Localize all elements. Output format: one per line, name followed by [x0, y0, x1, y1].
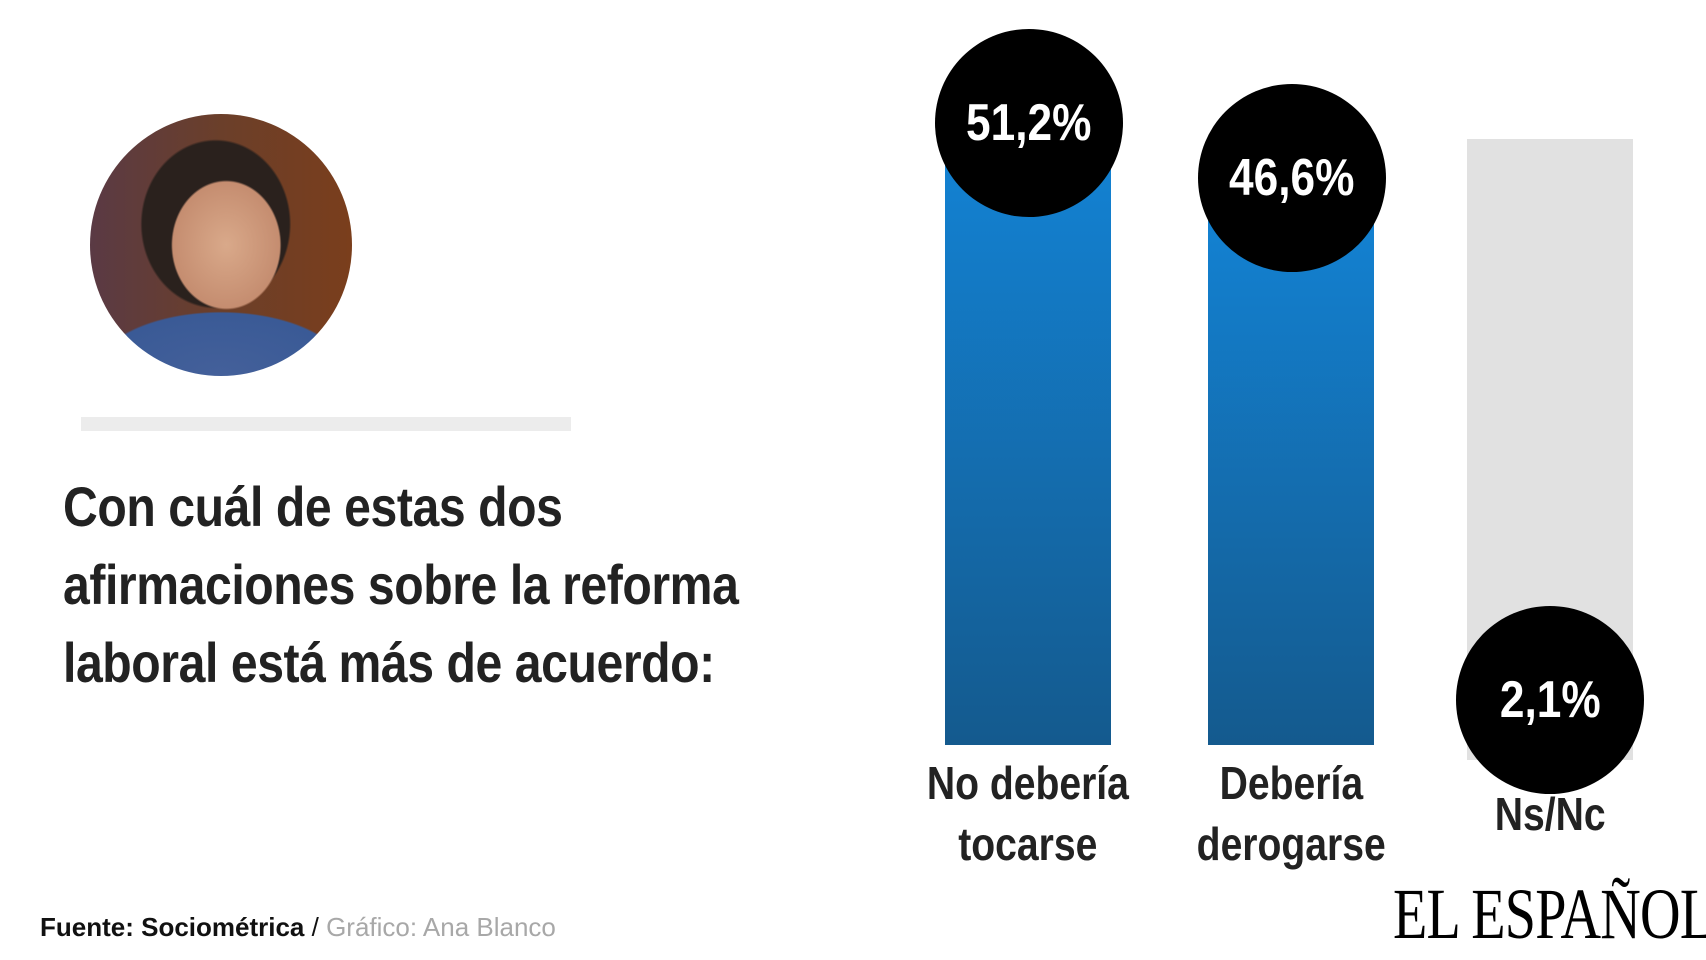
label-line: No debería — [926, 757, 1130, 809]
value-label-ns-nc: 2,1% — [1456, 606, 1644, 794]
bar-deberia-derogarse — [1208, 208, 1374, 745]
chart-question: Con cuál de estas dos afirmaciones sobre… — [63, 475, 739, 694]
label-line: Ns/Nc — [1494, 788, 1606, 840]
footer: Fuente: Sociométrica / Gráfico: Ana Blan… — [40, 912, 556, 943]
separator: / — [304, 912, 327, 942]
value-label-no-deberia-tocarse: 51,2% — [935, 29, 1123, 217]
politician-photo — [90, 114, 352, 376]
source-text: Fuente: Sociométrica — [40, 912, 305, 942]
label-line: Debería — [1219, 757, 1363, 809]
label-line: derogarse — [1196, 818, 1386, 870]
value-text: 2,1% — [1499, 671, 1601, 729]
category-label-ns-nc: Ns/Nc — [1420, 784, 1680, 845]
divider — [81, 417, 571, 431]
category-label-no-deberia-tocarse: No debería tocarse — [898, 753, 1158, 875]
credit-text: Gráfico: Ana Blanco — [326, 912, 556, 942]
value-text: 46,6% — [1229, 149, 1355, 207]
value-text: 51,2% — [966, 94, 1092, 152]
el-espanol-logo: EL ESPAÑOL — [1393, 874, 1706, 954]
bar-no-deberia-tocarse — [945, 153, 1111, 745]
label-line: tocarse — [958, 818, 1098, 870]
category-label-deberia-derogarse: Debería derogarse — [1161, 753, 1421, 875]
value-label-deberia-derogarse: 46,6% — [1198, 84, 1386, 272]
